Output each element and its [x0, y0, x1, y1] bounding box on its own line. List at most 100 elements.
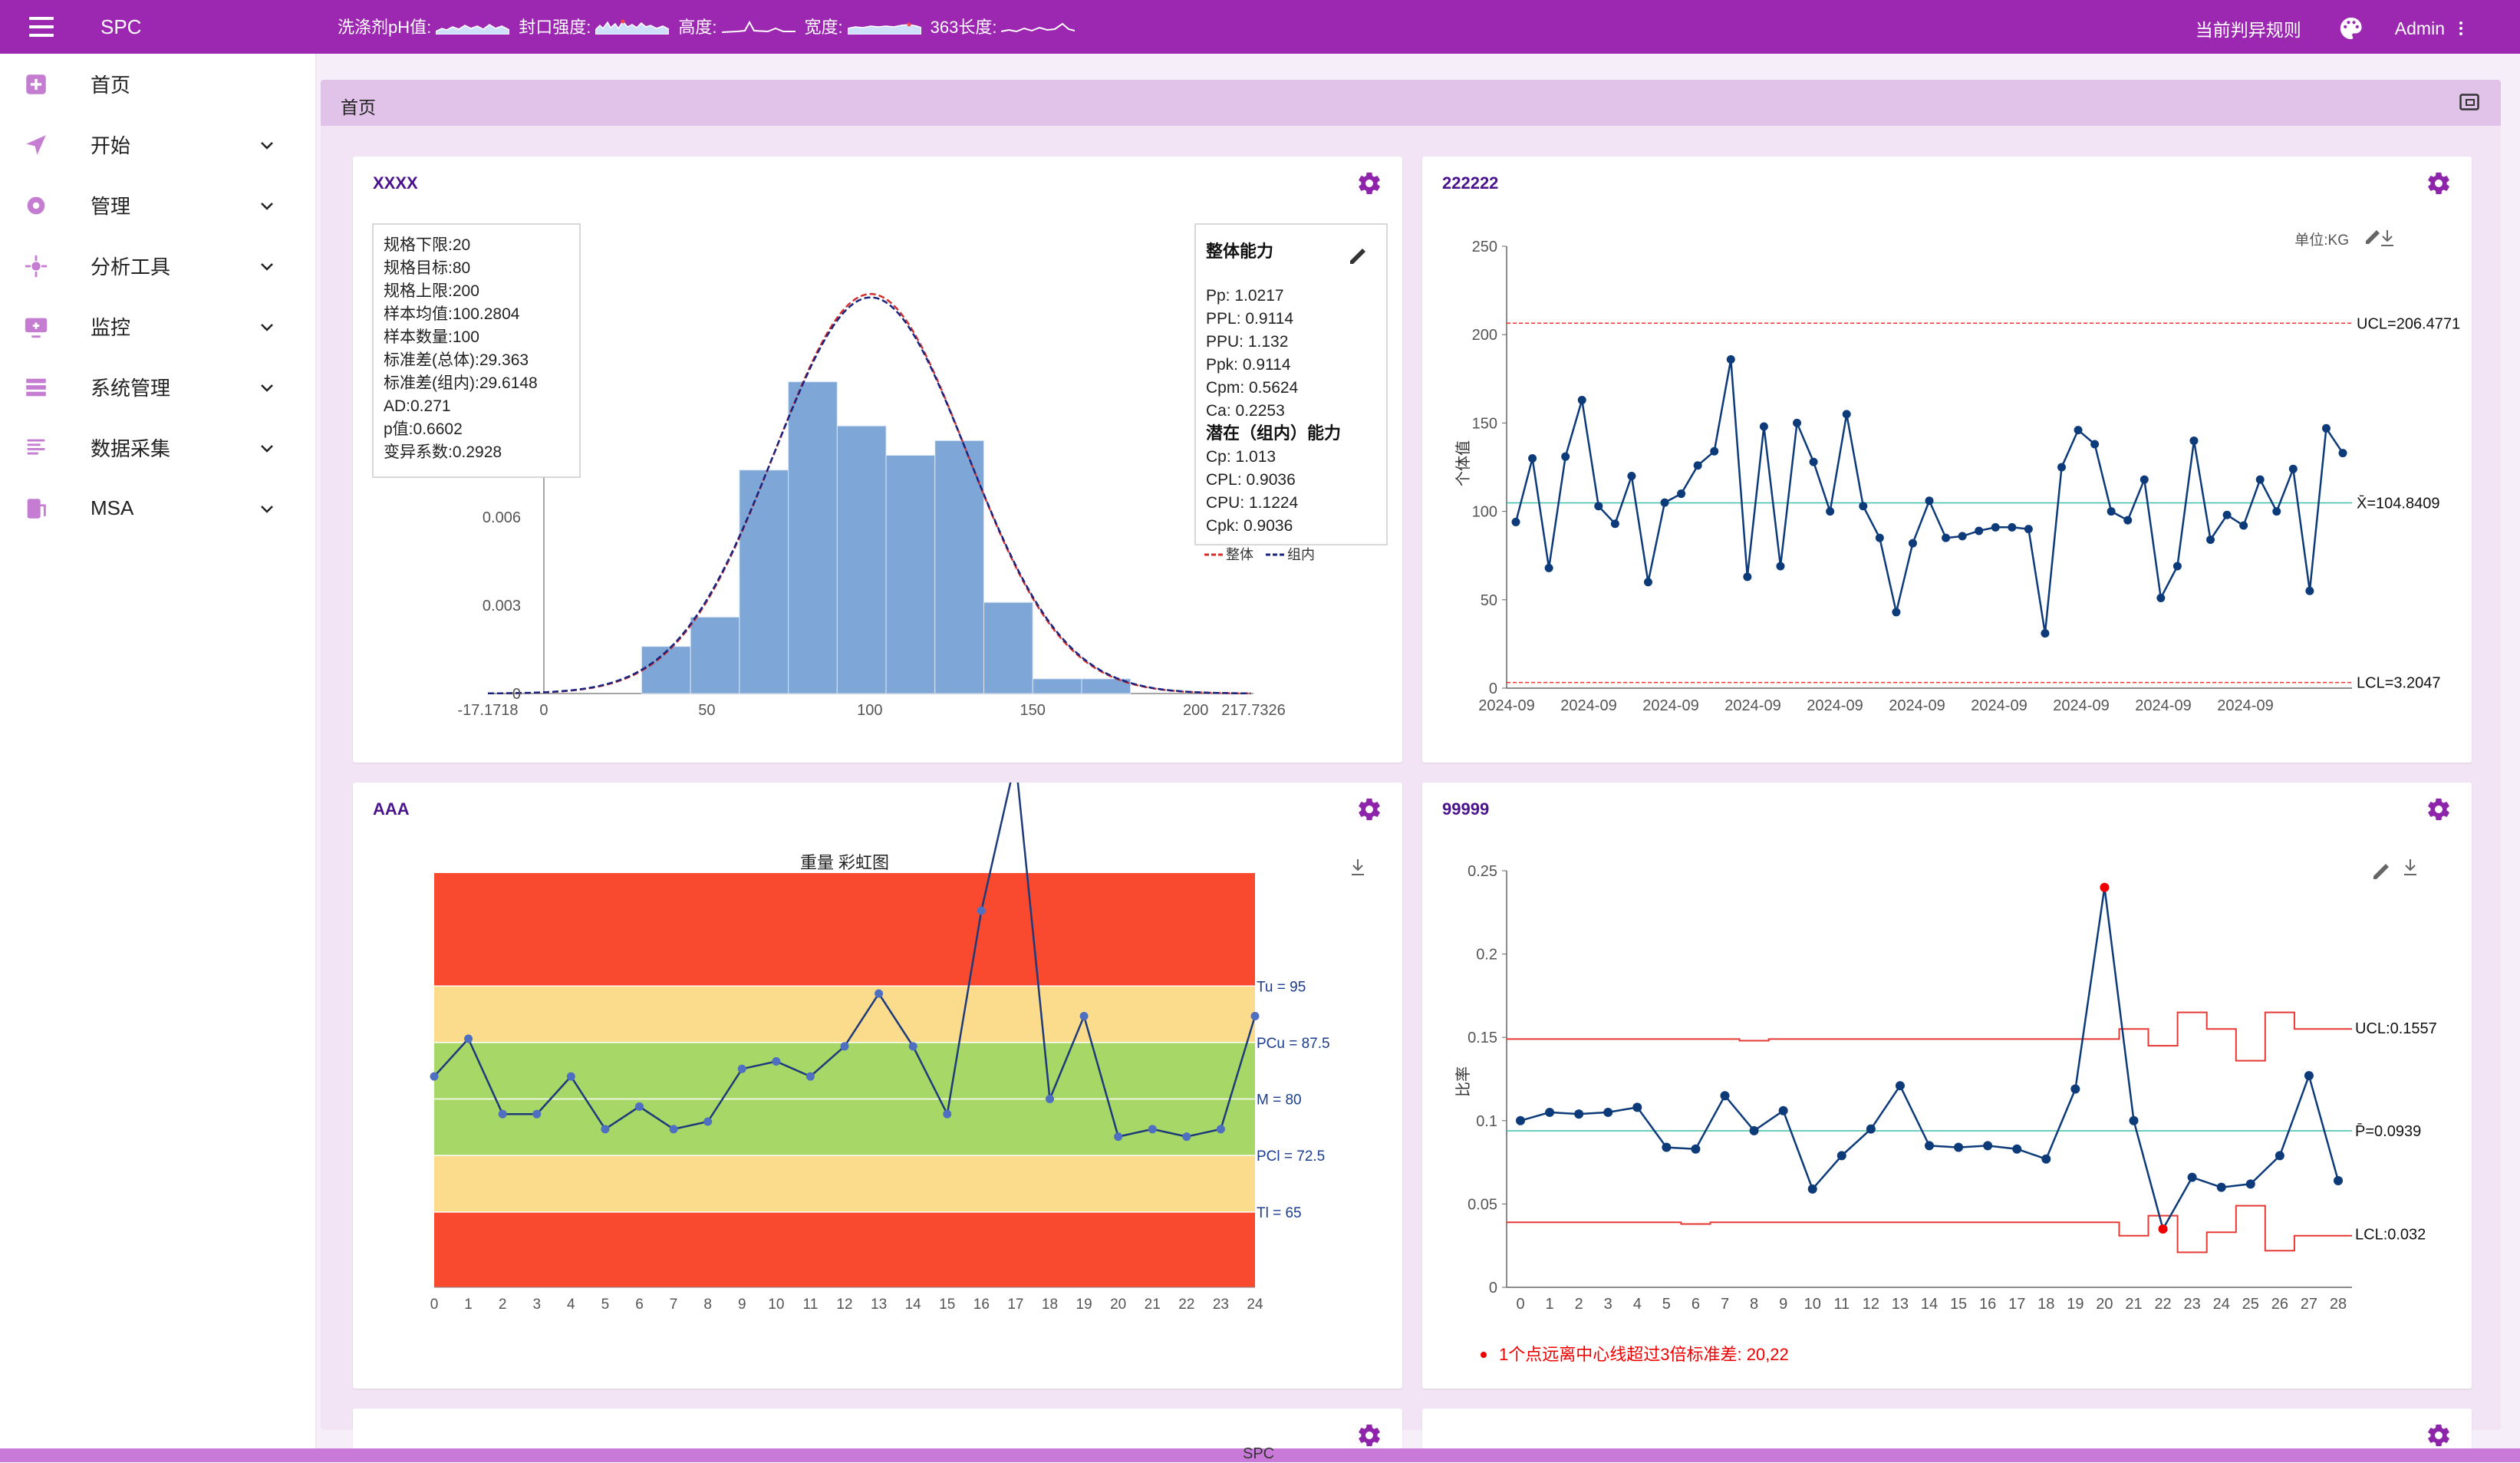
- zone-red-lower: [434, 1211, 1255, 1287]
- sparkline-icon: [1001, 22, 1076, 33]
- metric-ticker[interactable]: 洗涤剂pH值: 封口强度: 高度: 宽度: 363长度:: [338, 14, 1084, 38]
- data-point: [2041, 629, 2050, 638]
- x-tick-label: 27: [2301, 1296, 2317, 1313]
- data-point: [2158, 1224, 2168, 1234]
- breadcrumb: 首页: [321, 80, 2501, 126]
- home-icon: [26, 74, 46, 94]
- x-tick-label: 24: [2213, 1296, 2230, 1313]
- y-tick-label: 200: [1472, 327, 1497, 344]
- send-icon: [26, 135, 46, 155]
- x-tick-label: 3: [1604, 1296, 1612, 1313]
- menu-icon[interactable]: [29, 17, 54, 37]
- capability-card: XXXX -17.1718 0 50 100 150 200 217.7326 0 0.003 0…: [353, 157, 1402, 763]
- x-tick-label: 100: [857, 702, 882, 719]
- y-tick-label: 0.003: [483, 598, 521, 615]
- ticker-item[interactable]: 洗涤剂pH值:: [338, 14, 510, 38]
- data-point: [1693, 461, 1702, 470]
- histogram-bar: [885, 455, 936, 694]
- settings-gear-icon[interactable]: [2426, 170, 2452, 196]
- content-container: 首页 XXXX -17.1718 0 50 100 150 200 217.7326 0 0.0…: [321, 80, 2501, 1455]
- settings-gear-icon[interactable]: [1356, 796, 1382, 822]
- histogram-bar: [983, 601, 1033, 694]
- ticker-item[interactable]: 宽度:: [805, 14, 921, 38]
- y-axis-label: 比率: [1454, 1066, 1472, 1097]
- p-chart-card: 99999 0 0.05 0.1 0.15 0.2 0.25 比率 UCL:0.1557 P̄=…: [1422, 783, 2472, 1389]
- settings-gear-icon[interactable]: [1356, 170, 1382, 196]
- control-chart-card: 222222 0 50 100 150 200 250 个体值 UCL=206.4771 X̄=…: [1422, 157, 2472, 763]
- data-point: [1577, 395, 1586, 404]
- settings-gear-icon[interactable]: [1356, 1422, 1382, 1448]
- x-tick-label: 2024-09: [2135, 697, 2191, 714]
- data-point: [1511, 517, 1520, 526]
- sidebar-item[interactable]: MSA: [0, 478, 315, 539]
- data-point: [635, 1102, 644, 1111]
- sidebar-item[interactable]: 开始: [0, 114, 315, 175]
- data-point: [1079, 1012, 1089, 1021]
- ticker-item[interactable]: 363长度:: [931, 14, 1076, 38]
- sidebar-item[interactable]: 监控: [0, 296, 315, 357]
- x-tick-label: 4: [1633, 1296, 1642, 1313]
- ticker-item[interactable]: 高度:: [678, 14, 796, 38]
- rainbow-chart: Tu = 95 PCu = 87.5 M = 80 PCl = 72.5 Tl = 65…: [430, 783, 1364, 1313]
- x-tick-label: 16: [1979, 1296, 1996, 1313]
- palette-icon[interactable]: [2338, 15, 2364, 41]
- data-point: [1643, 578, 1652, 587]
- sparkline-icon: [595, 19, 670, 35]
- data-point: [1842, 410, 1851, 419]
- data-point: [669, 1125, 678, 1134]
- sidebar-item[interactable]: 管理: [0, 175, 315, 236]
- more-vert-icon[interactable]: [2456, 19, 2466, 38]
- x-tick-label: 23: [2184, 1296, 2201, 1313]
- zone-label: Tu = 95: [1257, 979, 1306, 995]
- data-point: [464, 1034, 473, 1043]
- y-tick-label: 50: [1481, 592, 1497, 609]
- ticker-item[interactable]: 封口强度:: [519, 14, 670, 38]
- window-restore-icon[interactable]: [2459, 94, 2479, 110]
- top-app-bar: SPC 洗涤剂pH值: 封口强度: 高度: 宽度: 363长度: 当前判异规则 …: [0, 0, 2520, 54]
- x-tick-label: 7: [1721, 1296, 1729, 1313]
- x-tick-label: 6: [635, 1297, 644, 1313]
- x-tick-label: 217.7326: [1221, 702, 1285, 719]
- x-tick-label: 9: [1779, 1296, 1787, 1313]
- zone-yellow-lower: [434, 1155, 1255, 1212]
- histogram-bar: [739, 470, 789, 694]
- x-tick-label: 18: [1042, 1297, 1058, 1313]
- data-point: [1114, 1132, 1123, 1142]
- settings-gear-icon[interactable]: [2426, 796, 2452, 822]
- x-tick-label: 2024-09: [1560, 697, 1616, 714]
- sidebar-item[interactable]: 数据采集: [0, 417, 315, 478]
- system-icon: [26, 378, 46, 397]
- center-line-label: P̄=0.0939: [2355, 1122, 2421, 1140]
- sidebar-item[interactable]: 系统管理: [0, 357, 315, 417]
- overall-capability-title: 整体能力: [1206, 242, 1273, 261]
- chevron-down-icon: [261, 324, 273, 331]
- sidebar-item-label: 首页: [91, 74, 131, 97]
- judgment-rule-link[interactable]: 当前判异规则: [2195, 20, 2301, 40]
- data-point: [1875, 533, 1884, 542]
- x-tick-label: 17: [1007, 1297, 1023, 1313]
- x-tick-label: 23: [1213, 1297, 1229, 1313]
- sidebar-item[interactable]: 首页: [0, 54, 315, 114]
- data-point: [977, 906, 986, 915]
- stats-line: 规格目标:80: [384, 259, 470, 277]
- data-point: [1574, 1109, 1584, 1119]
- data-point: [532, 1109, 542, 1119]
- data-point: [1859, 502, 1868, 511]
- data-point: [2090, 440, 2100, 449]
- breadcrumb-label[interactable]: 首页: [341, 97, 376, 117]
- alarm-bullet: [1481, 1352, 1487, 1358]
- card-title: XXXX: [373, 173, 418, 193]
- x-tick-label: 4: [567, 1297, 575, 1313]
- data-point: [1892, 608, 1901, 617]
- alarm-message: 1个点远离中心线超过3倍标准差: 20,22: [1499, 1345, 1789, 1364]
- data-point: [1216, 1125, 1225, 1134]
- sidebar-item[interactable]: 分析工具: [0, 236, 315, 296]
- settings-gear-icon[interactable]: [2426, 1422, 2452, 1448]
- x-tick-label: 6: [1692, 1296, 1700, 1313]
- data-point: [1545, 1107, 1555, 1117]
- stats-box: 规格下限:20 规格目标:80 规格上限:200 样本均值:100.2804 样本数量:…: [372, 223, 581, 478]
- data-point: [1046, 1095, 1054, 1104]
- user-menu[interactable]: Admin: [2394, 18, 2445, 38]
- data-line: [1514, 359, 2344, 634]
- rainbow-chart-card: AAA Tu = 95 PCu = 87.5 M = 80 PCl = 72.5 Tl …: [353, 783, 1402, 1389]
